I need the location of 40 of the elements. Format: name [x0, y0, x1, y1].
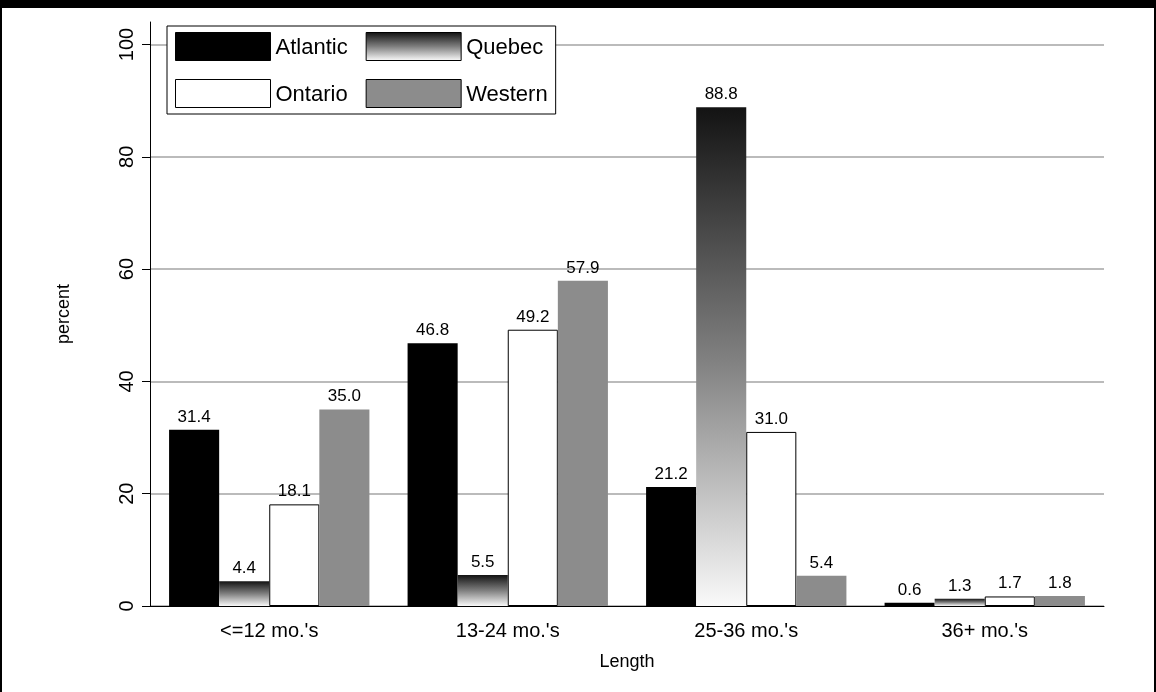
legend-label: Atlantic — [275, 34, 348, 59]
bar — [219, 581, 270, 606]
data-label: 88.8 — [704, 84, 738, 104]
data-label: 0.6 — [897, 579, 922, 599]
bar — [1034, 595, 1085, 606]
x-tick-label: 25-36 mo.'s — [694, 619, 799, 641]
bar — [934, 598, 985, 606]
bar — [457, 575, 508, 606]
y-tick-label: 0 — [115, 600, 137, 612]
bar — [796, 575, 847, 606]
y-axis-title: percent — [53, 283, 73, 345]
data-label: 1.7 — [997, 573, 1022, 593]
y-tick-label: 80 — [115, 145, 137, 168]
data-label: 21.2 — [654, 463, 688, 483]
data-label: 35.0 — [327, 386, 361, 406]
x-tick-label: <=12 mo.'s — [220, 619, 319, 641]
x-axis-title: Length — [599, 651, 655, 671]
y-tick-label: 20 — [115, 482, 137, 505]
data-label: 4.4 — [232, 558, 257, 578]
legend-label: Western — [466, 81, 548, 106]
data-label: 5.5 — [470, 552, 495, 572]
data-label: 46.8 — [416, 320, 450, 340]
bar — [696, 107, 747, 606]
data-label: 31.4 — [177, 406, 211, 426]
legend-label: Quebec — [466, 34, 544, 59]
data-label: 49.2 — [516, 306, 550, 326]
y-tick-label: 60 — [115, 257, 137, 281]
bar — [557, 280, 608, 606]
data-label: 1.3 — [947, 575, 972, 595]
data-label: 18.1 — [277, 481, 311, 501]
x-tick-label: 36+ mo.'s — [941, 619, 1029, 641]
y-tick-label: 40 — [115, 370, 137, 393]
legend-label: Ontario — [275, 81, 348, 106]
x-tick-label: 13-24 mo.'s — [455, 619, 560, 641]
y-tick-label: 100 — [115, 27, 137, 62]
data-label: 5.4 — [809, 552, 834, 572]
bar — [319, 409, 370, 606]
data-label: 1.8 — [1048, 572, 1072, 592]
data-label: 31.0 — [754, 408, 788, 428]
data-label: 57.9 — [566, 257, 600, 277]
